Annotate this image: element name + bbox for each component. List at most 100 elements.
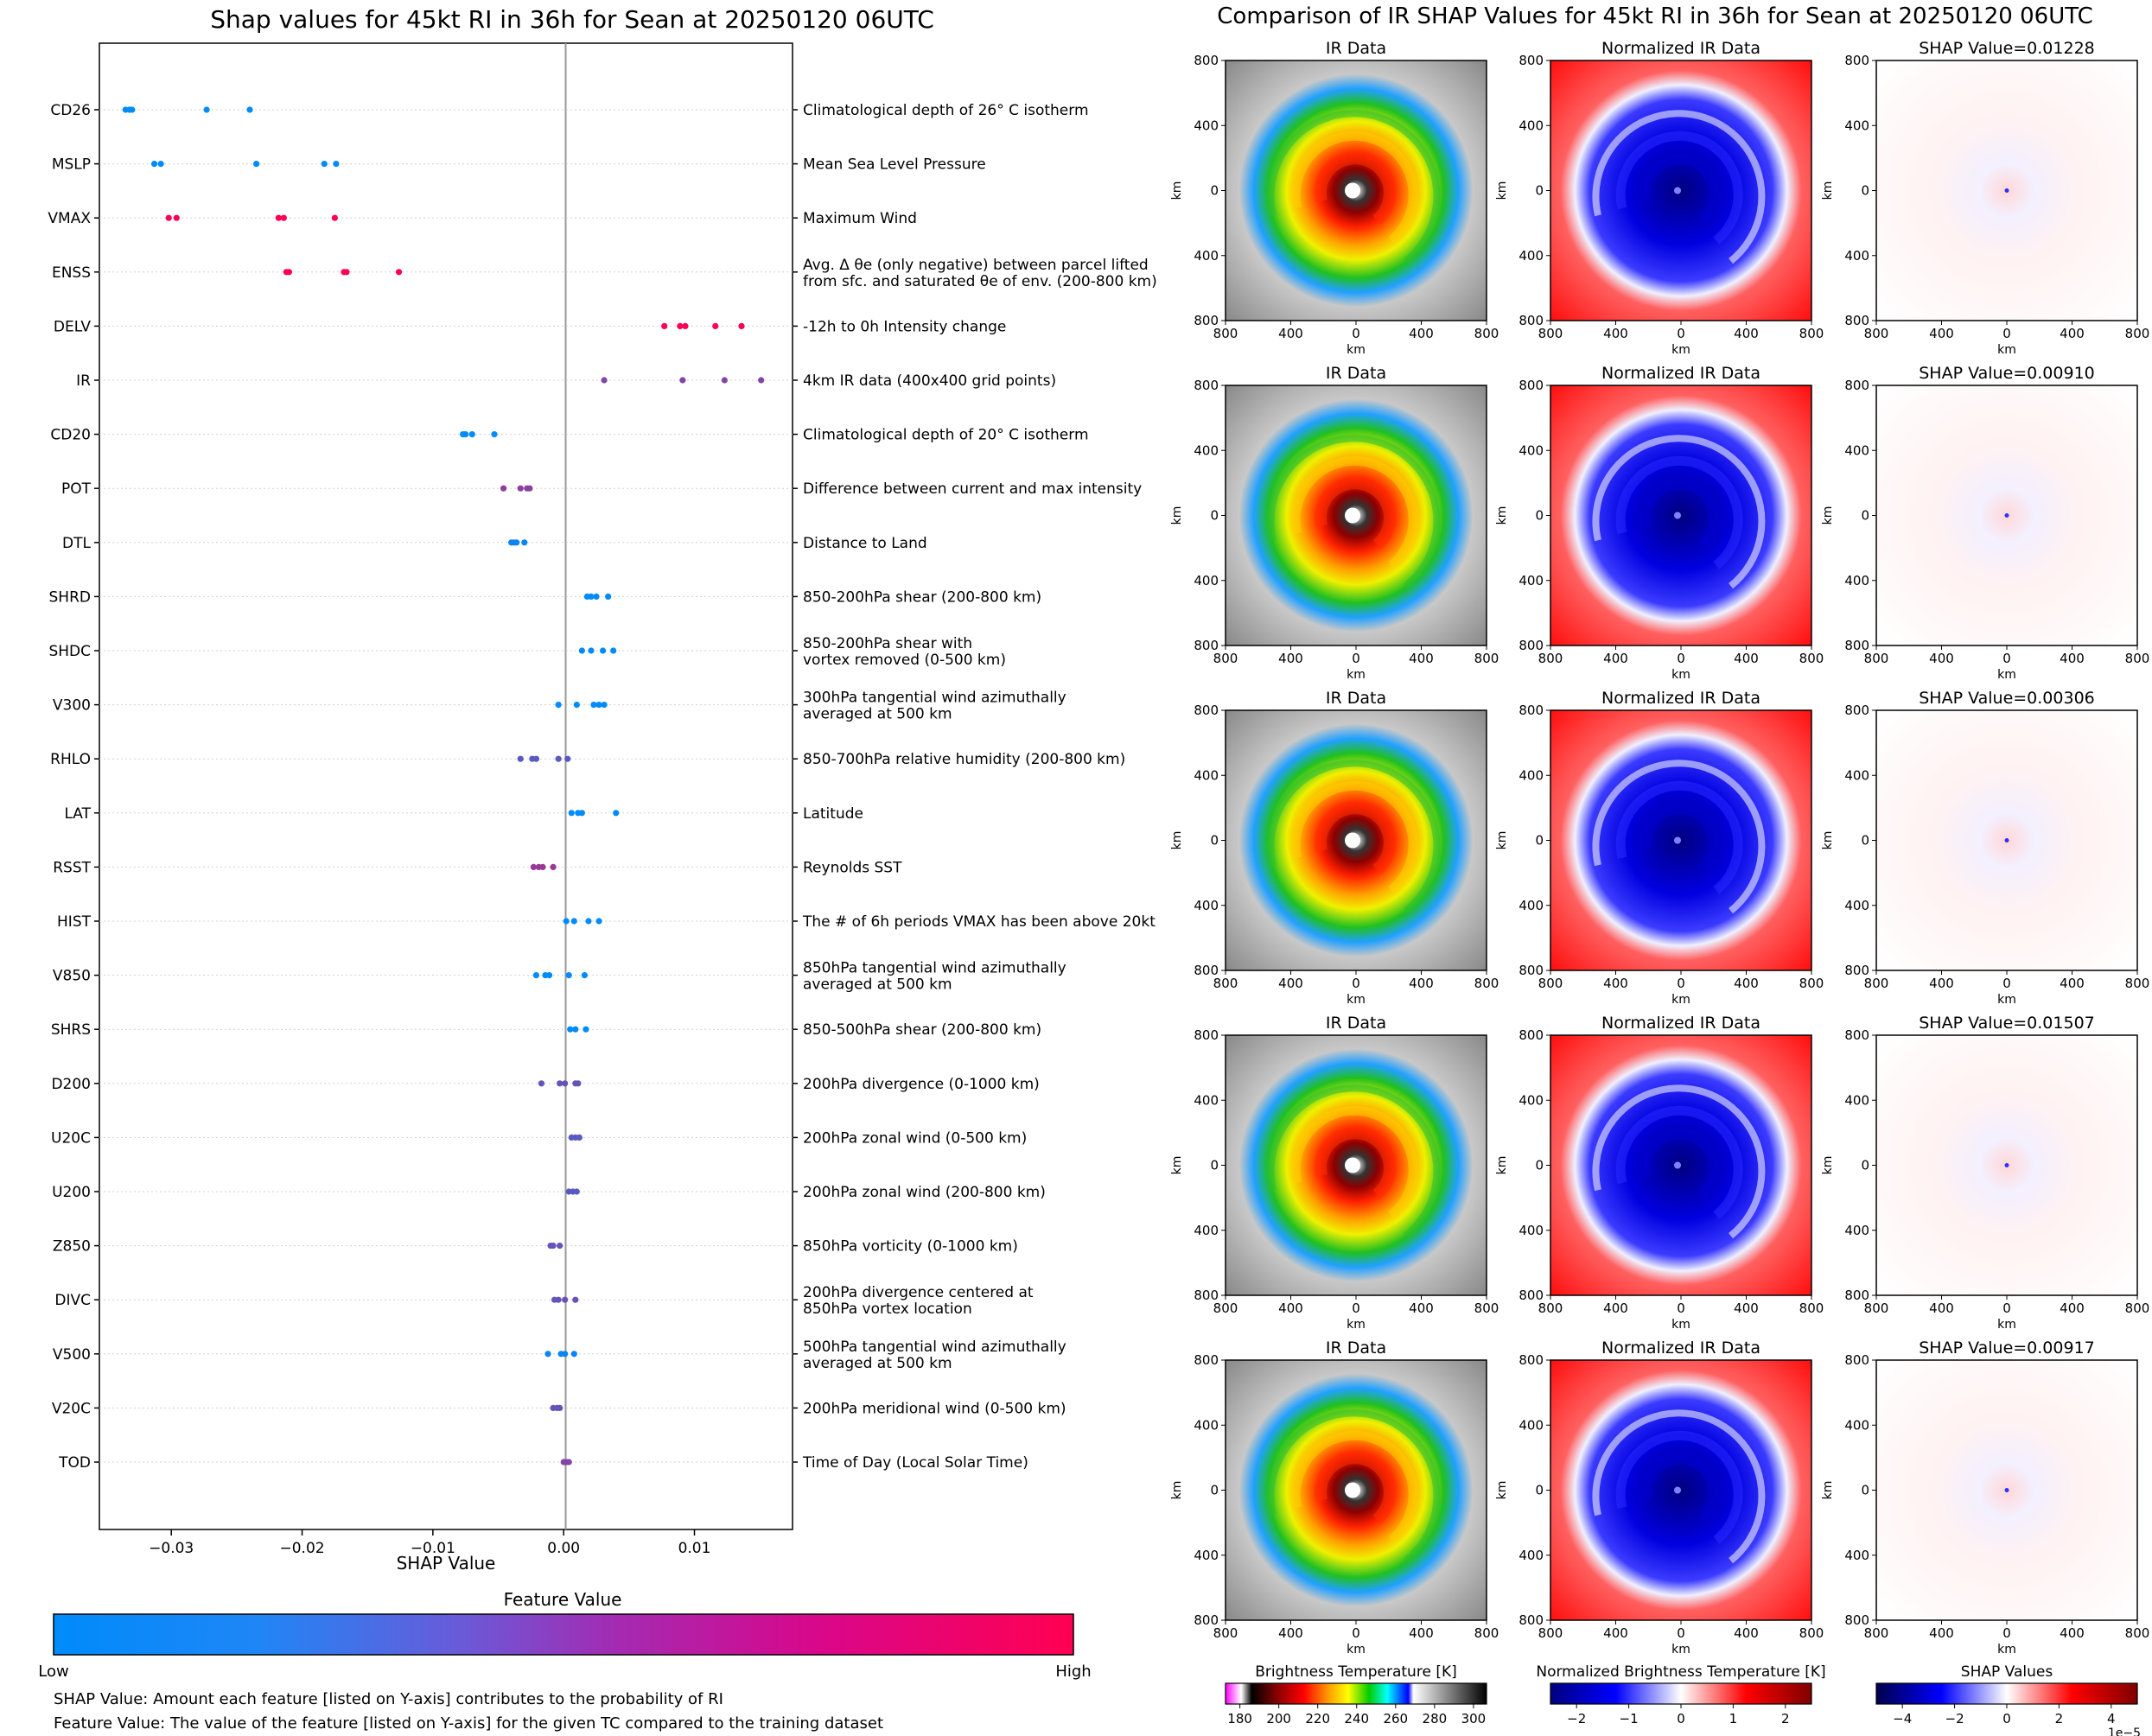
y-tick-label: 400 — [1844, 442, 1869, 458]
y-axis-label: km — [1170, 181, 1184, 200]
feature-label: CD20 — [50, 427, 91, 444]
y-tick-label: 800 — [1518, 53, 1544, 68]
y-tick-label: 800 — [1844, 638, 1869, 653]
beeswarm-plot: −0.03 −0.02 −0.01 0.00 0.01 CD26 Climatologica… — [48, 42, 1157, 1557]
x-tick-label: 800 — [1213, 1300, 1238, 1316]
x-tick-label: 800 — [1213, 326, 1238, 341]
colorbar-offset: 1e−5 — [2108, 1726, 2141, 1736]
y-tick-label: 800 — [1518, 1612, 1544, 1628]
panel-title: IR Data — [1326, 689, 1386, 708]
x-tick-label: 800 — [1799, 976, 1824, 991]
shap-point — [601, 377, 608, 384]
colorbar-tick-label: −2 — [1945, 1711, 1964, 1726]
x-tick-label: 0 — [1677, 651, 1685, 666]
shap-point — [333, 161, 340, 168]
colorbar-tick-label: 180 — [1227, 1711, 1252, 1726]
shap-point — [562, 1351, 569, 1358]
x-tick-label: 400 — [2060, 651, 2085, 666]
x-tick-label: 800 — [2125, 1300, 2150, 1316]
y-tick-label: 0 — [1535, 1483, 1544, 1498]
y-tick-label: 800 — [1844, 963, 1869, 978]
y-tick-label: 800 — [1518, 1288, 1544, 1303]
spiral-band — [1267, 435, 1441, 589]
shap-point — [570, 1351, 577, 1358]
x-tick-label: 400 — [1603, 651, 1628, 666]
x-axis-label: km — [1347, 993, 1366, 1007]
x-axis-label: km — [1997, 993, 2016, 1007]
feature-description: -12h to 0h Intensity change — [803, 318, 1006, 335]
feature-description: 300hPa tangential wind azimuthally — [803, 690, 1066, 707]
y-axis-label: km — [1495, 1481, 1509, 1500]
x-tick-label: 400 — [1603, 326, 1628, 341]
colorbar-label: Brightness Temperature [K] — [1255, 1663, 1456, 1681]
shap-point — [173, 214, 180, 221]
panel-title: Normalized IR Data — [1601, 39, 1760, 58]
x-tick-label: 800 — [1799, 1300, 1824, 1316]
y-axis-label: km — [1821, 831, 1835, 850]
shap-point — [599, 647, 607, 654]
shap-point — [573, 702, 580, 709]
x-axis-label: km — [1347, 668, 1366, 682]
shap-point — [462, 431, 469, 438]
x-tick-label: 400 — [1734, 326, 1759, 341]
storm-center — [2004, 838, 2009, 843]
shap-point — [468, 431, 475, 438]
feature-label: IR — [76, 372, 91, 390]
feature-description: 200hPa meridional wind (0-500 km) — [803, 1400, 1066, 1417]
x-tick-label: 400 — [1409, 1625, 1434, 1641]
feature-description: 850hPa tangential wind azimuthally — [803, 960, 1066, 977]
x-tick-label: 800 — [1538, 651, 1563, 666]
x-tick-label: 800 — [1213, 976, 1238, 991]
y-tick-label: 0 — [1535, 1158, 1544, 1173]
x-tick-label: 400 — [1603, 976, 1628, 991]
shap-point — [677, 322, 684, 329]
shap-point — [721, 377, 728, 384]
colorbar-tick-label: 0 — [2002, 1711, 2011, 1726]
y-tick-label: 400 — [1194, 898, 1219, 913]
x-tick-label: 800 — [1799, 1625, 1824, 1641]
feature-label: HIST — [57, 913, 92, 931]
spiral-band — [1615, 130, 1743, 245]
x-tick-label: 400 — [1734, 1300, 1759, 1316]
y-tick-label: 800 — [1194, 1027, 1219, 1043]
spiral-band — [1290, 1105, 1418, 1219]
x-tick-label: 0 — [2002, 1300, 2011, 1316]
y-axis-label: km — [1170, 831, 1184, 850]
y-tick-label: 800 — [1844, 1352, 1869, 1368]
y-tick-label: 400 — [1194, 1417, 1219, 1433]
spiral-band — [1615, 455, 1743, 569]
y-axis-label: km — [1495, 181, 1509, 200]
y-tick-label: 400 — [1844, 1548, 1869, 1563]
shap-point — [572, 1026, 579, 1033]
y-tick-label: 400 — [1194, 248, 1219, 264]
x-tick-label: 400 — [1409, 326, 1434, 341]
y-tick-label: 800 — [1844, 53, 1869, 68]
feature-label: V500 — [53, 1346, 91, 1364]
panel-title: Normalized IR Data — [1601, 364, 1760, 383]
y-tick-label: 800 — [1518, 1027, 1544, 1043]
feature-label: U20C — [51, 1129, 91, 1147]
feature-description: Maximum Wind — [803, 210, 917, 227]
spiral-band — [1592, 110, 1766, 264]
shap-point — [555, 1296, 562, 1303]
x-tick-label: 400 — [1278, 976, 1303, 991]
shap-point — [572, 1296, 579, 1303]
x-tick-label: 0.01 — [678, 1540, 711, 1557]
x-axis-label: km — [1347, 343, 1366, 357]
x-axis-label: km — [1997, 1643, 2016, 1657]
shap-point — [517, 755, 524, 762]
colorbar-tick-label: 240 — [1344, 1711, 1369, 1726]
feature-description: Distance to Land — [803, 535, 927, 552]
colorbar-tick-label: 0 — [1677, 1711, 1685, 1726]
spiral-band — [1639, 477, 1721, 550]
y-axis-label: km — [1495, 1156, 1509, 1175]
x-tick-label: 0 — [1352, 1300, 1360, 1316]
x-tick-label: 0 — [2002, 651, 2011, 666]
x-tick-label: 800 — [2125, 651, 2150, 666]
feature-label: SHRS — [51, 1021, 91, 1039]
x-tick-label: 400 — [1929, 326, 1954, 341]
x-tick-label: 800 — [1474, 1625, 1499, 1641]
y-axis-label: km — [1821, 1156, 1835, 1175]
spiral-band — [1639, 802, 1721, 874]
shap-point — [555, 755, 562, 762]
